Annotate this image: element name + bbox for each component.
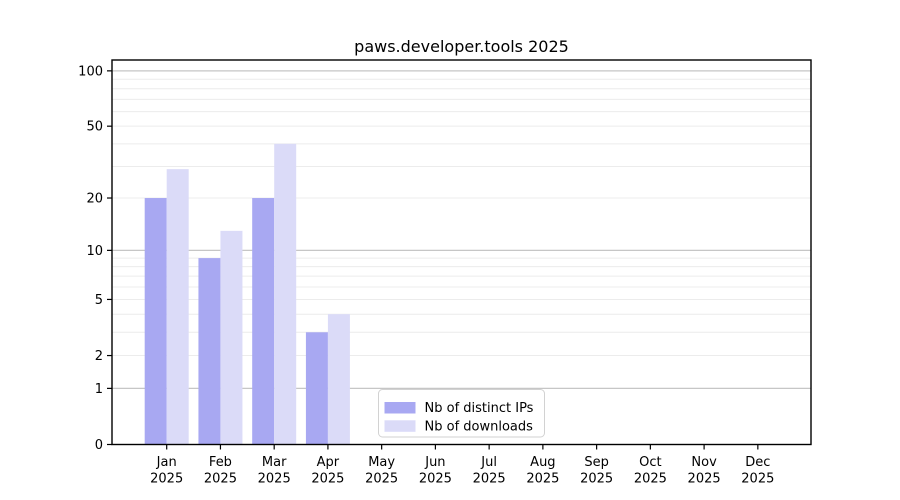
bar-feb-downloads bbox=[220, 230, 243, 445]
y-tick-label-1: 1 bbox=[95, 382, 103, 397]
y-tick-label-5: 5 bbox=[95, 293, 103, 308]
bar-jan-downloads bbox=[166, 169, 189, 445]
legend-label-distinct-ips: Nb of distinct IPs bbox=[425, 401, 534, 416]
bar-feb-distinct-ips bbox=[198, 258, 221, 445]
x-tick-label-jan: Jan 2025 bbox=[150, 455, 183, 487]
x-tick-label-oct: Oct 2025 bbox=[634, 455, 667, 487]
y-tick-label-50: 50 bbox=[86, 120, 103, 135]
legend-swatch-downloads bbox=[384, 420, 416, 432]
x-tick-label-jun: Jun 2025 bbox=[419, 455, 452, 487]
x-tick-label-apr: Apr 2025 bbox=[311, 455, 344, 487]
plot-border bbox=[111, 59, 812, 446]
legend-box bbox=[378, 389, 545, 438]
x-tick-label-jul: Jul 2025 bbox=[473, 455, 506, 487]
y-tick-label-10: 10 bbox=[86, 244, 103, 259]
legend-label-downloads: Nb of downloads bbox=[425, 420, 534, 435]
y-tick-labels: 0 1 2 5 10 20 50 100 bbox=[78, 64, 103, 453]
x-tick-label-nov: Nov 2025 bbox=[688, 455, 721, 487]
chart-title: paws.developer.tools 2025 bbox=[354, 37, 569, 56]
bars bbox=[144, 143, 350, 445]
bar-apr-distinct-ips bbox=[305, 332, 328, 445]
y-tick-label-100: 100 bbox=[78, 64, 103, 79]
y-tick-label-2: 2 bbox=[95, 349, 103, 364]
x-tick-label-dec: Dec 2025 bbox=[741, 455, 774, 487]
x-tick-label-aug: Aug 2025 bbox=[526, 455, 559, 487]
bar-mar-distinct-ips bbox=[252, 198, 275, 445]
y-tick-label-20: 20 bbox=[86, 192, 103, 207]
x-tick-label-feb: Feb 2025 bbox=[204, 455, 237, 487]
bar-mar-downloads bbox=[274, 143, 297, 445]
axes bbox=[107, 59, 812, 450]
x-tick-label-sep: Sep 2025 bbox=[580, 455, 613, 487]
bar-jan-distinct-ips bbox=[144, 198, 167, 445]
x-tick-labels: Jan 2025 Feb 2025 Mar 2025 Apr 2025 May 2025 Jun 20… bbox=[150, 455, 774, 487]
legend-swatch-distinct-ips bbox=[384, 402, 416, 414]
y-tick-label-0: 0 bbox=[95, 438, 103, 453]
legend: Nb of distinct IPs Nb of downloads bbox=[378, 389, 545, 438]
x-tick-label-may: May 2025 bbox=[365, 455, 398, 487]
bar-apr-downloads bbox=[327, 314, 350, 445]
x-tick-label-mar: Mar 2025 bbox=[258, 455, 291, 487]
